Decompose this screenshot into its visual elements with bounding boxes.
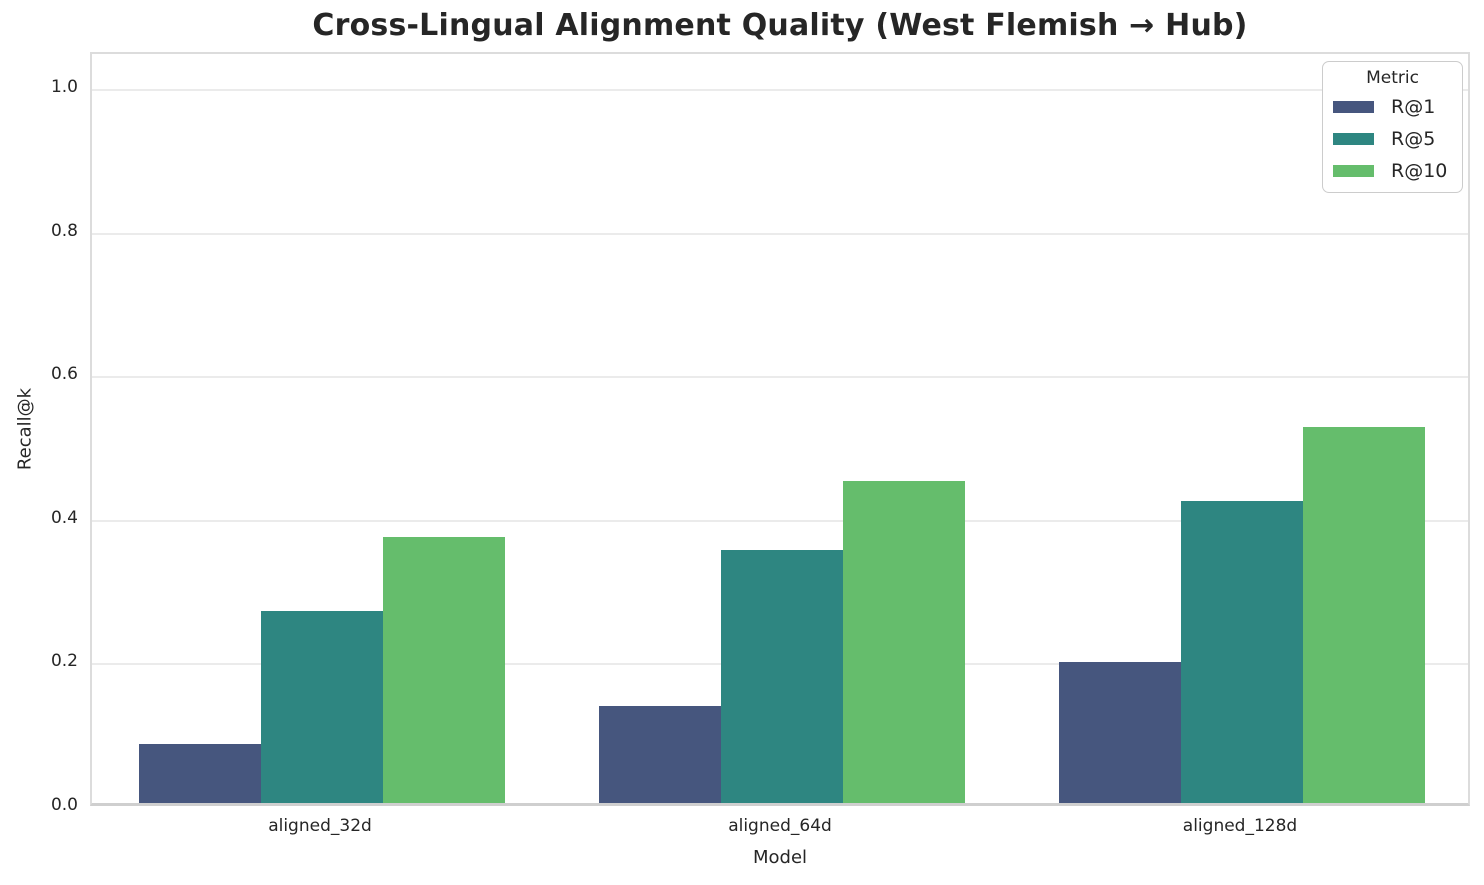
bar-aligned_64d-R@1 [599,706,721,803]
legend-item-R@10: R@10 [1333,160,1452,182]
gridline [92,88,1468,91]
legend-item-R@1: R@1 [1333,96,1452,118]
y-tick-label: 1.0 [50,76,78,97]
gridline [92,232,1468,235]
y-tick-label: 0.0 [50,795,78,815]
bar-aligned_32d-R@10 [383,536,505,803]
y-tick-label: 0.6 [50,364,78,385]
y-tick-label: 0.4 [50,507,78,528]
y-tick-label: 0.2 [50,651,78,672]
x-tick-label-aligned_128d: aligned_128d [1182,816,1298,836]
x-tick-label-aligned_32d: aligned_32d [268,816,372,836]
legend-items: R@1 R@5 R@10 [1333,96,1452,182]
bar-aligned_128d-R@5 [1181,500,1303,803]
legend-item-R@5: R@5 [1333,128,1452,150]
gridline [92,519,1468,522]
x-axis-label: Model [752,847,808,868]
plot-area [90,52,1470,806]
legend-swatch-icon [1333,133,1374,145]
y-axis-label: Recall@k [14,387,36,471]
x-tick-label-aligned_64d: aligned_64d [728,816,832,836]
legend-label: R@5 [1391,128,1436,150]
chart-title: Cross-Lingual Alignment Quality (West Fl… [312,8,1248,43]
bar-aligned_32d-R@1 [139,744,261,803]
y-tick-label: 0.8 [50,220,78,241]
legend-label: R@1 [1391,96,1436,118]
bar-aligned_128d-R@10 [1303,426,1425,803]
bar-aligned_32d-R@5 [261,610,383,803]
legend-title: Metric [1366,68,1419,88]
bar-aligned_64d-R@10 [843,481,965,803]
bar-aligned_64d-R@5 [721,550,843,803]
legend-swatch-icon [1333,101,1374,113]
bar-aligned_128d-R@1 [1059,661,1181,803]
gridline [92,376,1468,379]
legend-swatch-icon [1333,165,1374,177]
legend: Metric R@1 R@5 R@10 [1322,61,1463,193]
legend-label: R@10 [1391,160,1448,182]
